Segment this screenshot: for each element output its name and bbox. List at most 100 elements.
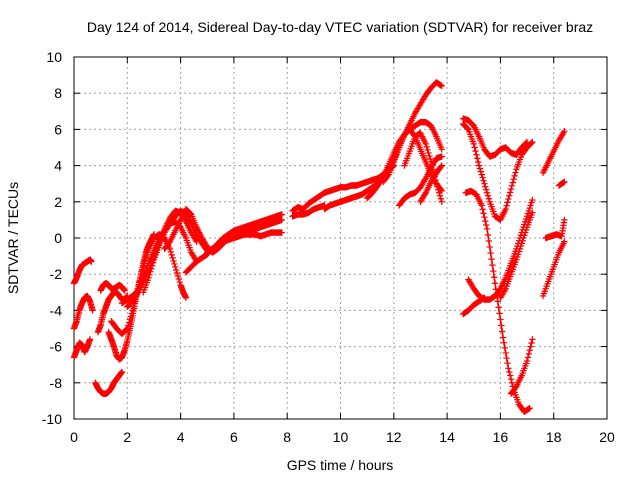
x-tick-label: 0 (70, 429, 78, 445)
data-point (471, 144, 478, 151)
data-point (146, 271, 153, 279)
data-point (175, 275, 183, 283)
data-point (480, 210, 487, 217)
data-point (438, 162, 445, 169)
data-point (436, 192, 444, 199)
data-point (484, 231, 492, 239)
data-point (426, 152, 433, 160)
data-point (480, 295, 487, 302)
data-point (148, 265, 155, 272)
data-point (86, 336, 94, 343)
data-point (486, 243, 493, 251)
data-point (561, 238, 568, 245)
data-point (481, 180, 488, 187)
data-point (174, 272, 182, 280)
data-point (505, 365, 512, 372)
data-point (494, 298, 501, 305)
data-point (89, 307, 96, 314)
data-point (133, 290, 141, 298)
series-pass-26 (462, 187, 533, 415)
data-point (481, 294, 488, 301)
data-point (438, 198, 445, 205)
data-point (526, 347, 533, 354)
data-point (482, 217, 489, 225)
data-point (187, 218, 194, 226)
data-point (474, 155, 481, 162)
data-point (434, 183, 441, 190)
data-point (421, 191, 429, 198)
data-point (173, 269, 181, 277)
data-point (489, 261, 496, 269)
data-point (529, 209, 536, 216)
y-tick-label: 6 (54, 121, 62, 137)
data-point (488, 255, 495, 263)
data-point (145, 274, 152, 282)
x-tick-label: 18 (546, 429, 562, 445)
y-tick-label: -4 (50, 302, 63, 318)
data-point (429, 166, 437, 173)
data-point (421, 176, 429, 183)
series-pass-28 (459, 294, 488, 318)
data-point (278, 229, 286, 236)
data-series (70, 79, 568, 415)
series-pass-17 (289, 202, 328, 220)
data-point (484, 192, 492, 199)
data-point (149, 259, 157, 266)
x-tick-label: 12 (386, 429, 402, 445)
data-point (477, 168, 485, 175)
series-pass-32 (539, 238, 568, 300)
data-point (501, 344, 509, 352)
data-point (464, 125, 471, 132)
y-tick-label: 8 (54, 85, 62, 101)
data-point (88, 258, 95, 265)
data-point (482, 186, 490, 193)
data-point (501, 286, 509, 294)
data-point (437, 82, 445, 89)
data-point (490, 267, 497, 275)
data-point (423, 143, 430, 151)
data-point (529, 336, 536, 343)
data-point (529, 196, 536, 204)
data-point (142, 254, 150, 262)
data-point (170, 257, 177, 265)
data-point (525, 350, 533, 358)
data-point (124, 325, 131, 332)
data-point (506, 189, 514, 196)
data-point (176, 278, 183, 286)
data-point (435, 186, 442, 193)
y-tick-label: -8 (50, 375, 63, 391)
data-point (528, 139, 535, 147)
data-point (121, 287, 128, 294)
data-point (509, 179, 517, 186)
data-point (482, 221, 490, 229)
data-point (496, 310, 503, 317)
data-point (507, 185, 515, 193)
data-point (503, 354, 510, 362)
data-point (480, 177, 487, 184)
data-point (427, 155, 434, 163)
data-point (167, 248, 175, 256)
data-point (560, 129, 567, 136)
data-point (470, 140, 477, 148)
data-point (425, 149, 432, 157)
series-pass-30 (507, 336, 536, 397)
series-pass-3 (70, 336, 94, 361)
series-pass-24 (459, 115, 531, 160)
y-tick-label: 10 (46, 49, 62, 65)
x-tick-label: 2 (123, 429, 131, 445)
series-pass-23 (417, 162, 445, 205)
data-point (511, 172, 518, 180)
data-point (508, 379, 516, 386)
data-point (438, 146, 445, 153)
data-point (485, 237, 493, 245)
series-pass-29 (497, 209, 536, 301)
data-point (126, 316, 134, 323)
data-point (495, 304, 502, 311)
data-point (172, 263, 179, 271)
data-point (437, 195, 445, 202)
data-point (485, 195, 493, 202)
data-point (140, 260, 148, 268)
series-line (462, 123, 534, 221)
data-point (475, 162, 483, 169)
data-point (424, 146, 431, 154)
